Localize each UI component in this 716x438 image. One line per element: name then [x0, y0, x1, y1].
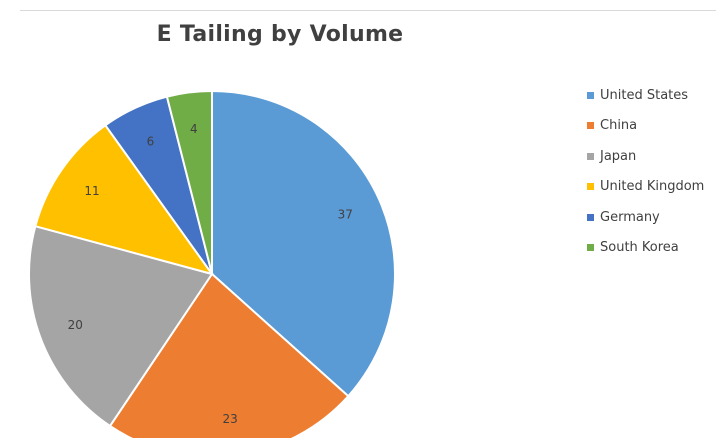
legend-label-united-kingdom: United Kingdom	[600, 179, 705, 195]
legend-swatch-germany	[587, 213, 594, 221]
legend-swatch-south-korea	[587, 244, 594, 252]
legend-swatch-united-kingdom	[587, 183, 594, 191]
top-divider	[20, 10, 716, 11]
legend-swatch-japan	[587, 152, 594, 160]
data-label-japan: 20	[68, 318, 83, 332]
legend-label-germany: Germany	[600, 209, 660, 225]
legend-label-south-korea: South Korea	[600, 240, 679, 256]
data-label-china: 23	[222, 412, 237, 426]
pie-slice-united-states	[211, 89, 396, 398]
legend-item-south-korea: South Korea	[587, 233, 704, 264]
pie-slice-china	[108, 272, 350, 438]
legend-label-japan: Japan	[600, 148, 637, 164]
legend-item-united-states: United States	[587, 80, 704, 111]
data-label-south-korea: 4	[190, 122, 198, 136]
legend-item-china: China	[587, 111, 704, 142]
pie-slice-south-korea	[165, 89, 213, 275]
legend-label-united-states: United States	[600, 87, 689, 103]
legend-item-japan: Japan	[587, 141, 704, 172]
legend-swatch-china	[587, 122, 594, 130]
chart-legend: United States China Japan United Kingdom Ger…	[587, 80, 704, 263]
data-label-united-states: 37	[338, 207, 353, 221]
legend-swatch-united-states	[587, 91, 594, 99]
pie-slice-united-kingdom	[34, 123, 215, 276]
data-label-united-kingdom: 11	[84, 184, 99, 198]
data-label-germany: 6	[147, 135, 155, 149]
chart-title: E Tailing by Volume	[156, 22, 404, 47]
pie-slice-japan	[28, 224, 214, 428]
legend-item-germany: Germany	[587, 202, 704, 233]
legend-item-united-kingdom: United Kingdom	[587, 172, 704, 203]
legend-label-china: China	[600, 118, 638, 134]
